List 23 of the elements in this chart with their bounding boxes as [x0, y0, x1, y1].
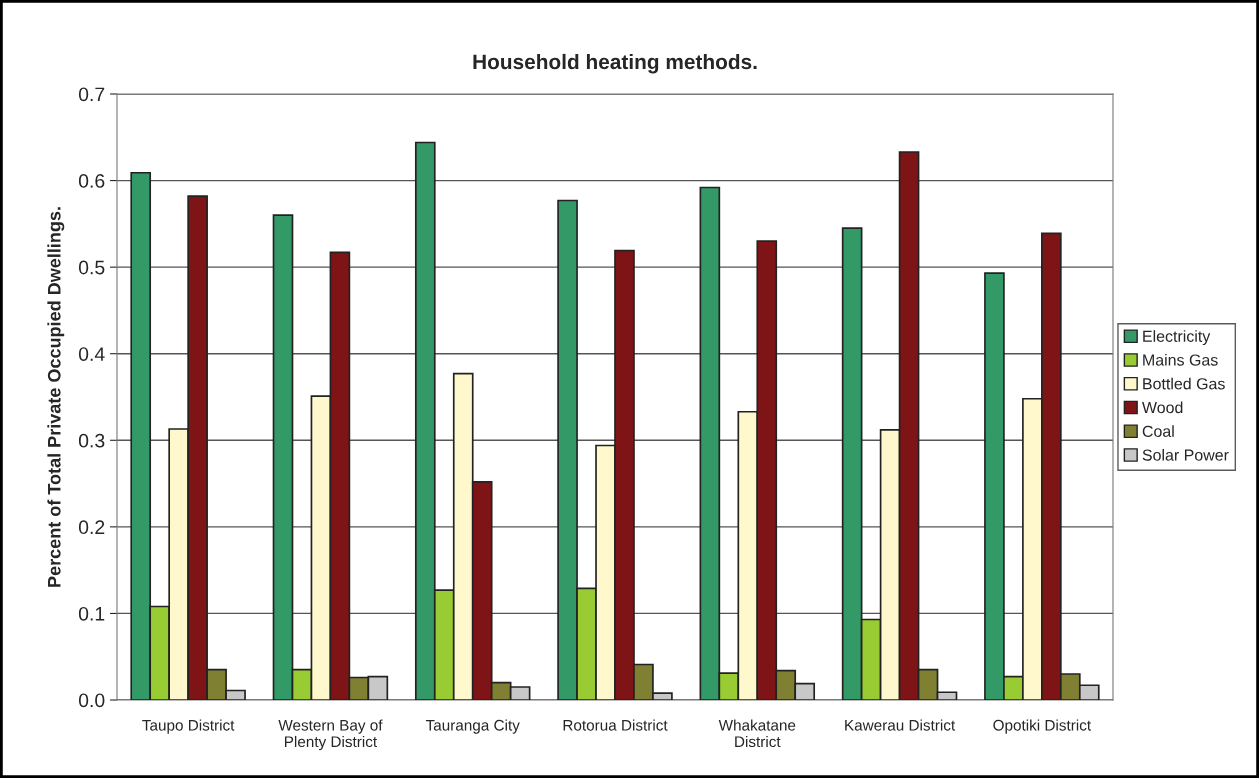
- x-tick-label: Kawerau District: [845, 719, 956, 731]
- chart-title: Household heating methods.: [473, 53, 757, 74]
- legend-label: Mains Gas: [1143, 353, 1218, 366]
- legend-label: Solar Power: [1142, 448, 1229, 461]
- x-tick-label: Tauranga City: [425, 719, 520, 734]
- x-tick-label: Rotorua District: [563, 719, 668, 731]
- y-tick-label: 0.1: [78, 606, 105, 621]
- legend-label: Wood: [1142, 401, 1183, 414]
- y-tick-label: 0.7: [78, 87, 105, 102]
- y-axis-title: Percent of Total Private Occupied Dwellings.: [47, 207, 65, 587]
- x-tick-label: Taupo District: [142, 719, 235, 734]
- y-tick-label: 0.6: [78, 174, 105, 188]
- y-tick-label: 0.5: [78, 260, 105, 275]
- y-tick-label: 0.3: [78, 433, 105, 448]
- legend-label: Electricity: [1143, 330, 1211, 346]
- y-tick-label: 0.4: [78, 347, 105, 361]
- x-tick-label: Western Bay of Plenty District: [278, 719, 383, 751]
- y-tick-label: 0.2: [78, 520, 105, 535]
- legend-label: Bottled Gas: [1143, 377, 1225, 390]
- y-tick-label: 0.0: [78, 693, 105, 708]
- x-tick-label: Opotiki District: [993, 719, 1091, 734]
- legend-label: Coal: [1142, 425, 1174, 437]
- x-tick-label: Whakatane District: [718, 719, 796, 748]
